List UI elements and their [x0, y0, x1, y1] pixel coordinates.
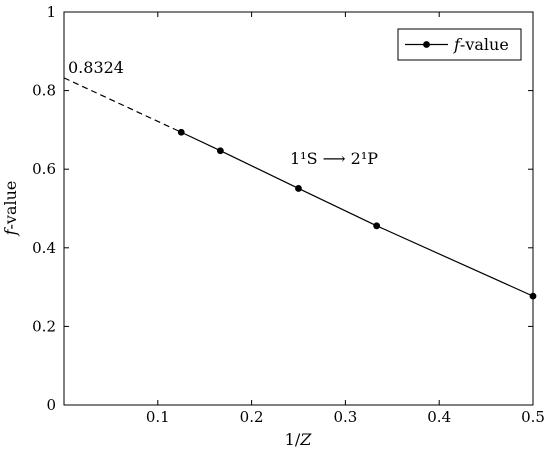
data-point	[216, 147, 224, 155]
x-axis-ticks: 0.1 0.2 0.3 0.4 0.5	[146, 12, 545, 426]
x-tick-label: 0.5	[521, 408, 545, 426]
y-axis-ticks: 0 0.2 0.4 0.6 0.8 1	[32, 3, 533, 414]
y-tick-label: 0	[46, 396, 56, 414]
plot-frame	[63, 11, 534, 406]
x-axis-label: 1/Z	[285, 430, 313, 449]
y-tick-label: 0.6	[32, 160, 56, 178]
series-points	[177, 128, 537, 300]
x-tick-label: 0.2	[240, 408, 264, 426]
intercept-label: 0.8324	[68, 58, 124, 77]
transition-label: 1¹S ⟶ 2¹P	[290, 149, 378, 168]
data-point	[177, 128, 185, 136]
y-tick-label: 0.4	[32, 239, 56, 257]
data-point	[295, 185, 302, 192]
y-tick-label: 0.2	[32, 317, 56, 335]
y-tick-label: 0.8	[32, 82, 56, 100]
legend: f-value	[397, 28, 522, 61]
y-tick-label: 1	[46, 3, 56, 21]
y-axis-label: f-value	[1, 181, 20, 237]
extrapolation-dashed-line	[63, 77, 182, 133]
legend-entry-f-value: f-value	[453, 35, 509, 54]
x-tick-label: 0.3	[333, 408, 357, 426]
data-point	[373, 222, 381, 230]
x-tick-label: 0.1	[146, 408, 170, 426]
legend-marker-swatch	[423, 41, 430, 48]
data-point	[529, 292, 537, 300]
x-tick-label: 0.4	[427, 408, 451, 426]
